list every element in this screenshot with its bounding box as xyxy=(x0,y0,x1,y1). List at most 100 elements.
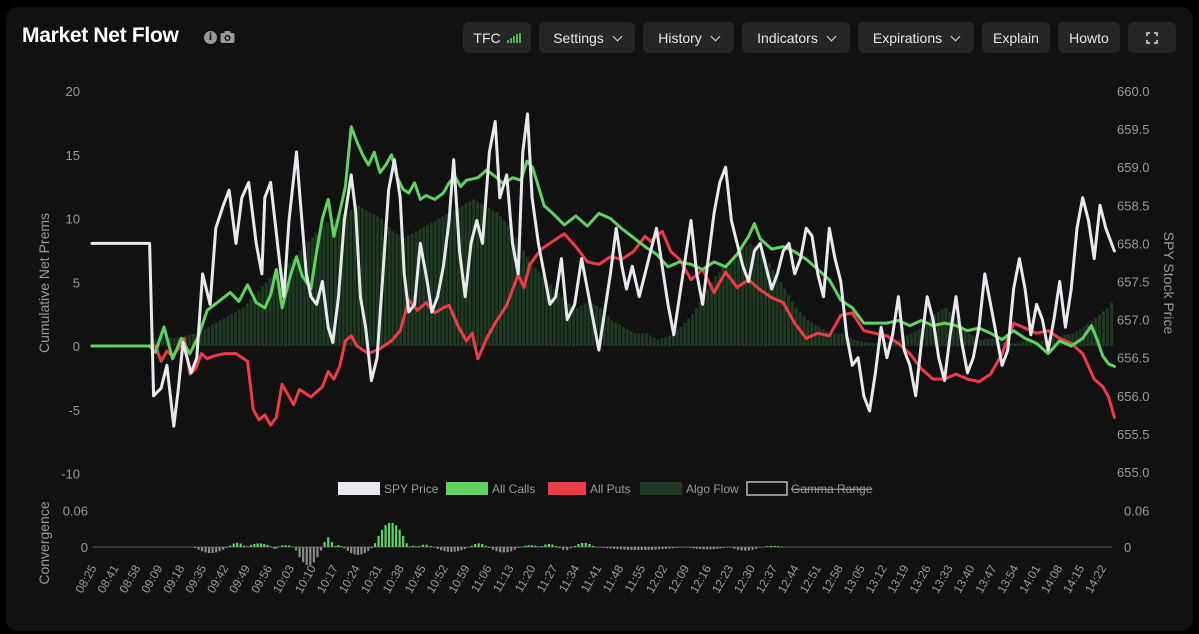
convergence-bar xyxy=(612,547,616,549)
expirations-button[interactable]: Expirations xyxy=(858,22,974,53)
algo-flow-bar xyxy=(1028,341,1032,346)
algo-flow-bar xyxy=(952,316,956,346)
convergence-bar xyxy=(236,542,239,547)
convergence-bar xyxy=(671,547,675,549)
convergence-bar xyxy=(682,547,685,548)
convergence-bar xyxy=(551,544,554,547)
algo-flow-bar xyxy=(326,222,330,346)
algo-flow-bar xyxy=(752,246,756,346)
convergence-bar xyxy=(421,544,424,547)
algo-flow-bar xyxy=(852,339,856,346)
algo-flow-bar xyxy=(775,275,779,346)
algo-flow-bar xyxy=(990,338,994,346)
algo-flow-bar xyxy=(441,216,445,346)
algo-flow-bar xyxy=(610,320,614,346)
algo-flow-bar xyxy=(314,233,318,346)
camera-icon[interactable] xyxy=(220,30,235,44)
howto-button[interactable]: Howto xyxy=(1058,22,1120,53)
algo-flow-bar xyxy=(668,335,671,346)
settings-button[interactable]: Settings xyxy=(539,22,635,53)
fullscreen-icon xyxy=(1146,31,1158,44)
algo-flow-bar xyxy=(1094,317,1098,346)
algo-flow-bar xyxy=(1025,340,1029,346)
algo-flow-bar xyxy=(956,320,959,346)
convergence-bar xyxy=(685,547,688,548)
convergence-bar xyxy=(647,547,650,550)
convergence-bar xyxy=(484,545,487,547)
convergence-bar xyxy=(716,547,719,549)
convergence-bar xyxy=(534,545,537,547)
convergence-bar xyxy=(692,547,695,549)
convergence-bar xyxy=(591,545,595,547)
legend-swatch xyxy=(746,481,788,496)
algo-flow-bar xyxy=(637,333,641,346)
indicators-button[interactable]: Indicators xyxy=(742,22,850,53)
algo-flow-bar xyxy=(360,207,364,346)
algo-flow-bar xyxy=(909,333,913,346)
x-tick-label: 10:38 xyxy=(380,562,407,595)
algo-flow-bar xyxy=(199,331,203,346)
convergence-bar xyxy=(402,535,405,547)
convergence-bar xyxy=(722,547,725,548)
fullscreen-button[interactable] xyxy=(1128,22,1176,53)
convergence-bar xyxy=(409,546,412,547)
algo-flow-bar xyxy=(618,324,622,346)
algo-flow-bar xyxy=(491,210,495,346)
x-tick-label: 11:20 xyxy=(512,562,539,595)
convergence-bar xyxy=(626,547,630,550)
convergence-bar xyxy=(606,547,609,549)
algo-flow-bar xyxy=(387,227,391,346)
history-button[interactable]: History xyxy=(643,22,734,53)
algo-flow-bar xyxy=(518,244,522,346)
y-tick-label: 20 xyxy=(66,84,80,99)
convergence-bar xyxy=(377,535,380,547)
x-tick-label: 12:02 xyxy=(643,562,670,595)
convergence-bar xyxy=(524,545,527,547)
convergence-bar xyxy=(581,542,584,547)
x-tick-label: 10:52 xyxy=(424,562,451,595)
x-tick-label: 11:41 xyxy=(578,562,605,595)
algo-flow-bar xyxy=(641,333,645,346)
algo-flow-bar xyxy=(422,227,426,346)
algo-flow-bar xyxy=(660,338,664,346)
convergence-bar xyxy=(275,547,278,549)
algo-flow-bar xyxy=(376,216,380,346)
algo-flow-bar xyxy=(1075,331,1079,346)
convergence-bar xyxy=(619,547,623,550)
convergence-bar xyxy=(246,546,249,547)
algo-flow-bar xyxy=(506,224,510,346)
algo-flow-bar xyxy=(472,199,476,346)
algo-flow-bar xyxy=(299,250,303,346)
convergence-bar xyxy=(744,547,747,551)
convergence-bar xyxy=(316,547,319,558)
algo-flow-bar xyxy=(234,312,238,346)
explain-button[interactable]: Explain xyxy=(982,22,1050,53)
tfc-button[interactable]: TFC xyxy=(463,22,531,53)
algo-flow-bar xyxy=(979,339,983,346)
convergence-bar xyxy=(446,547,449,552)
convergence-bar xyxy=(309,547,312,565)
algo-flow-bar xyxy=(353,207,357,346)
algo-flow-bar xyxy=(456,207,460,346)
algo-flow-bar xyxy=(848,337,852,346)
algo-flow-bar xyxy=(744,246,748,346)
algo-flow-bar xyxy=(237,309,241,346)
x-tick-label: 13:12 xyxy=(863,562,890,595)
x-tick-label: 12:09 xyxy=(665,562,692,595)
algo-flow-bar xyxy=(879,343,883,346)
convergence-bar xyxy=(433,547,436,548)
algo-flow-bar xyxy=(575,307,579,346)
convergence-bar xyxy=(547,543,551,547)
legend-swatch xyxy=(548,482,586,495)
algo-flow-bar xyxy=(783,288,787,346)
x-tick-label: 11:13 xyxy=(490,562,517,595)
convergence-bar xyxy=(474,544,477,547)
algo-flow-bar xyxy=(479,203,483,346)
conv-y-tick-label: 0.06 xyxy=(63,503,88,518)
algo-flow-bar xyxy=(840,333,844,346)
algo-flow-bar xyxy=(406,235,410,346)
x-tick-label: 08:41 xyxy=(94,562,121,595)
x-tick-label: 10:10 xyxy=(292,562,319,595)
convergence-bar xyxy=(200,547,204,552)
info-icon[interactable]: i xyxy=(204,31,217,44)
